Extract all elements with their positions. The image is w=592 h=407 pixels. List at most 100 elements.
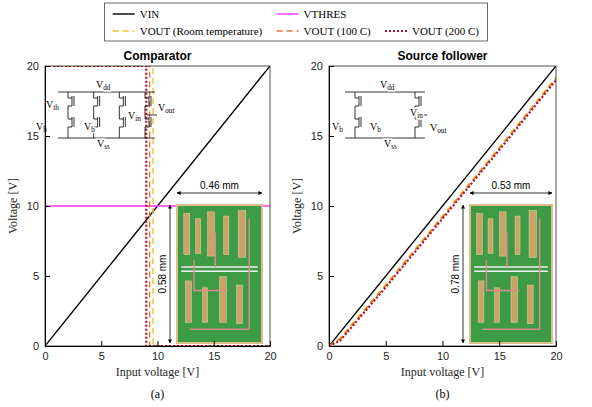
y-tick-label: 5 (317, 270, 323, 282)
schematic-wire (119, 119, 123, 120)
series-line (329, 79, 556, 346)
legend-label: VIN (140, 8, 160, 20)
photo-wire (474, 270, 548, 272)
x-axis: 05101520 (326, 341, 562, 362)
schematic-label: Vout (158, 102, 174, 115)
y-tick-label: 10 (311, 200, 323, 212)
photo-wire (181, 266, 258, 268)
x-tick-mark (270, 341, 271, 346)
schematic: VddVbVinVbVssVout (332, 79, 446, 151)
schematic-wire (419, 96, 420, 106)
schematic-label: Vout (430, 122, 446, 135)
photo-wire (181, 270, 258, 272)
y-axis: 05101520 (27, 60, 50, 352)
y-tick: 15 (311, 130, 334, 142)
photo-wire (190, 328, 250, 330)
schematic-wire (151, 96, 152, 106)
schematic: VddVthVbVinVbVssVout (36, 79, 174, 151)
y-tick: 15 (27, 130, 50, 142)
schematic-wire (68, 98, 72, 99)
y-tick: 10 (27, 200, 50, 212)
x-tick-label: 0 (326, 350, 332, 362)
legend-swatch (277, 30, 299, 31)
photo-substrate (470, 205, 552, 343)
photo-metal (203, 288, 208, 323)
schematic-label: Vin (410, 107, 423, 120)
photo-metal (237, 285, 243, 324)
photo-metal (527, 285, 533, 324)
schematic-wire (93, 106, 94, 119)
x-tick-label: 15 (208, 350, 220, 362)
schematic-wire (123, 117, 124, 127)
schematic-wire (149, 96, 150, 106)
schematic-wire (58, 138, 155, 139)
schematic-wire (93, 92, 94, 98)
y-tick-label: 20 (311, 60, 323, 72)
x-tick-label: 20 (550, 350, 562, 362)
schematic-wire (415, 92, 416, 98)
y-tick-label: 5 (33, 270, 39, 282)
photo-wire (194, 260, 228, 290)
panel-label: (a) (151, 387, 164, 401)
photo-metal (488, 219, 493, 254)
x-tick-mark (214, 341, 215, 346)
schematic-label: Vb (370, 121, 381, 134)
legend-item: VOUT (100 C) (277, 25, 371, 38)
series-line (45, 66, 270, 346)
photo-metal (184, 213, 190, 254)
photo-wire (474, 266, 548, 268)
schematic-wire (119, 106, 120, 119)
dimension-arrow (470, 193, 552, 194)
photo-wire (249, 219, 251, 329)
schematic-wire (94, 106, 98, 107)
photo-metal (500, 212, 507, 256)
schematic-wire (355, 106, 359, 107)
series-line (45, 66, 270, 346)
photo-metal (238, 211, 246, 258)
x-tick-label: 10 (152, 350, 164, 362)
legend-item: VOUT (200 C) (385, 25, 479, 38)
schematic-wire (125, 96, 126, 106)
plot-lines (329, 66, 556, 346)
y-tick: 5 (33, 270, 50, 282)
y-tick-mark (329, 276, 334, 277)
x-tick-mark (101, 341, 102, 346)
legend-label: VOUT (100 C) (304, 25, 371, 38)
legend-label: VOUT (200 C) (412, 25, 479, 38)
schematic-wire (415, 127, 416, 138)
chart-title: Source follower (397, 49, 487, 63)
x-tick: 5 (383, 341, 389, 362)
schematic-wire (94, 98, 98, 99)
series-line (329, 66, 556, 346)
schematic-wire (361, 96, 362, 106)
schematic-wire (149, 117, 150, 127)
photo-metal (208, 212, 215, 256)
schematic-label: Vdd (96, 79, 111, 92)
x-tick: 20 (264, 341, 276, 362)
y-tick-label: 20 (27, 60, 39, 72)
schematic-wire (68, 106, 72, 107)
x-tick: 5 (99, 341, 105, 362)
y-tick-label: 15 (311, 130, 323, 142)
schematic-label: Vdd (380, 79, 395, 92)
plot-frame (329, 66, 556, 346)
schematic-wire (123, 96, 124, 106)
schematic-wire (145, 127, 149, 128)
schematic-wire (68, 92, 69, 98)
x-tick-mark (443, 341, 444, 346)
schematic-wire (99, 117, 100, 127)
schematic-wire (359, 96, 360, 106)
chip-photo: 0.46 mm0.58 mm (157, 180, 262, 343)
schematic-wire (147, 115, 157, 116)
legend-label: VTHRES (304, 8, 347, 20)
y-axis: 05101520 (311, 60, 334, 352)
photo-metal (220, 277, 227, 323)
x-axis-title: Input voltage [V] (116, 365, 199, 379)
photo-substrate (177, 205, 262, 343)
schematic-wire (415, 127, 419, 128)
legend-item: VOUT (Room temperature) (113, 25, 263, 38)
schematic-wire (125, 117, 126, 127)
y-tick: 10 (311, 200, 334, 212)
x-tick: 15 (494, 341, 506, 362)
schematic-label: Vth (46, 99, 59, 112)
